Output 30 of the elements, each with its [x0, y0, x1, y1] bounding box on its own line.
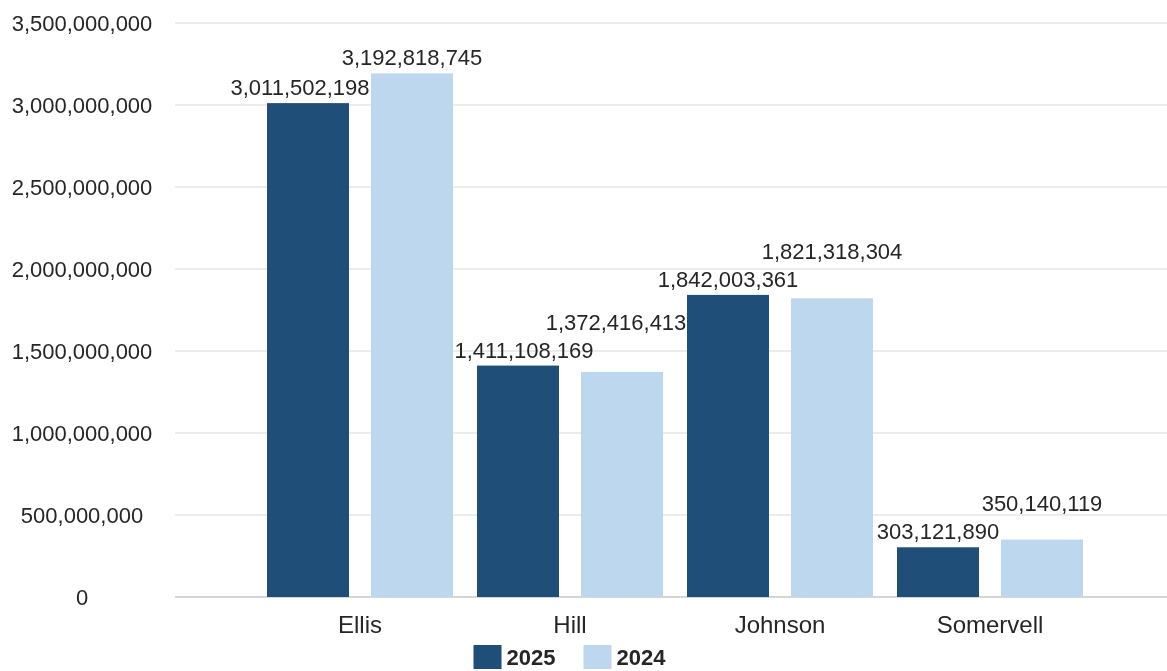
bar [897, 547, 979, 597]
legend-label: 2024 [616, 645, 667, 670]
x-tick-label: Somervell [936, 611, 1044, 638]
bar [371, 73, 453, 597]
data-label: 1,411,108,169 [454, 337, 594, 363]
y-tick-label: 500,000,000 [20, 502, 144, 528]
y-tick-label: 2,500,000,000 [11, 174, 153, 200]
bar [267, 103, 349, 597]
x-tick-label: Hill [553, 611, 587, 638]
data-label: 1,821,318,304 [761, 238, 903, 264]
bar [1001, 539, 1083, 597]
x-tick-label: Johnson [734, 611, 826, 638]
y-tick-label: 1,000,000,000 [11, 420, 153, 446]
data-label: 303,121,890 [876, 519, 1000, 545]
y-tick-label: 0 [75, 584, 89, 610]
bar [791, 298, 873, 597]
data-label: 1,372,416,413 [545, 309, 687, 335]
bar [687, 294, 769, 597]
data-label: 350,140,119 [981, 491, 1103, 517]
bar [581, 371, 663, 597]
y-tick-label: 3,500,000,000 [11, 10, 153, 36]
legend-label: 2025 [506, 645, 556, 670]
y-tick-label: 1,500,000,000 [11, 338, 153, 364]
bar [477, 365, 559, 597]
data-label: 3,011,502,198 [230, 75, 370, 101]
x-tick-label: Ellis [337, 611, 383, 638]
data-label: 3,192,818,745 [341, 45, 483, 71]
y-tick-label: 3,000,000,000 [11, 92, 153, 118]
data-label: 1,842,003,361 [657, 266, 799, 292]
y-tick-label: 2,000,000,000 [11, 256, 153, 282]
